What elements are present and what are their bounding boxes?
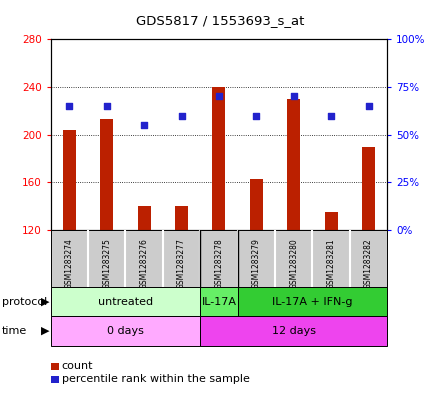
Bar [362, 147, 375, 230]
Point [178, 112, 185, 119]
Bar [325, 212, 337, 230]
Text: IL-17A + IFN-g: IL-17A + IFN-g [272, 297, 352, 307]
Bar [63, 130, 76, 230]
Point [103, 103, 110, 109]
Bar [175, 206, 188, 230]
Bar [51, 316, 200, 346]
Text: GDS5817 / 1553693_s_at: GDS5817 / 1553693_s_at [136, 14, 304, 27]
Point [141, 122, 148, 128]
Text: IL-17A: IL-17A [202, 297, 236, 307]
Text: GSM1283274: GSM1283274 [65, 239, 74, 289]
Text: untreated: untreated [98, 297, 153, 307]
Text: GSM1283282: GSM1283282 [364, 239, 373, 289]
Point [66, 103, 73, 109]
Point [253, 112, 260, 119]
Point [290, 93, 297, 99]
Bar [250, 179, 263, 230]
Point [365, 103, 372, 109]
Bar [200, 316, 387, 346]
Text: ▶: ▶ [41, 297, 50, 307]
Point [216, 93, 223, 99]
Text: ▶: ▶ [41, 326, 50, 336]
Bar [287, 99, 300, 230]
Text: count: count [62, 361, 93, 371]
Text: GSM1283281: GSM1283281 [326, 239, 336, 289]
Text: protocol: protocol [2, 297, 48, 307]
Point [327, 112, 335, 119]
Text: GSM1283277: GSM1283277 [177, 239, 186, 289]
Text: GSM1283275: GSM1283275 [102, 239, 111, 289]
Text: percentile rank within the sample: percentile rank within the sample [62, 374, 249, 384]
Bar [138, 206, 150, 230]
Bar [51, 287, 200, 316]
Bar [100, 119, 113, 230]
Text: GSM1283280: GSM1283280 [289, 239, 298, 289]
Text: time: time [2, 326, 27, 336]
Bar [238, 287, 387, 316]
Text: 12 days: 12 days [271, 326, 315, 336]
Text: GSM1283279: GSM1283279 [252, 239, 261, 289]
Text: GSM1283276: GSM1283276 [139, 239, 149, 289]
Text: 0 days: 0 days [107, 326, 144, 336]
Bar [213, 87, 225, 230]
Text: GSM1283278: GSM1283278 [214, 239, 224, 289]
Bar [200, 287, 238, 316]
